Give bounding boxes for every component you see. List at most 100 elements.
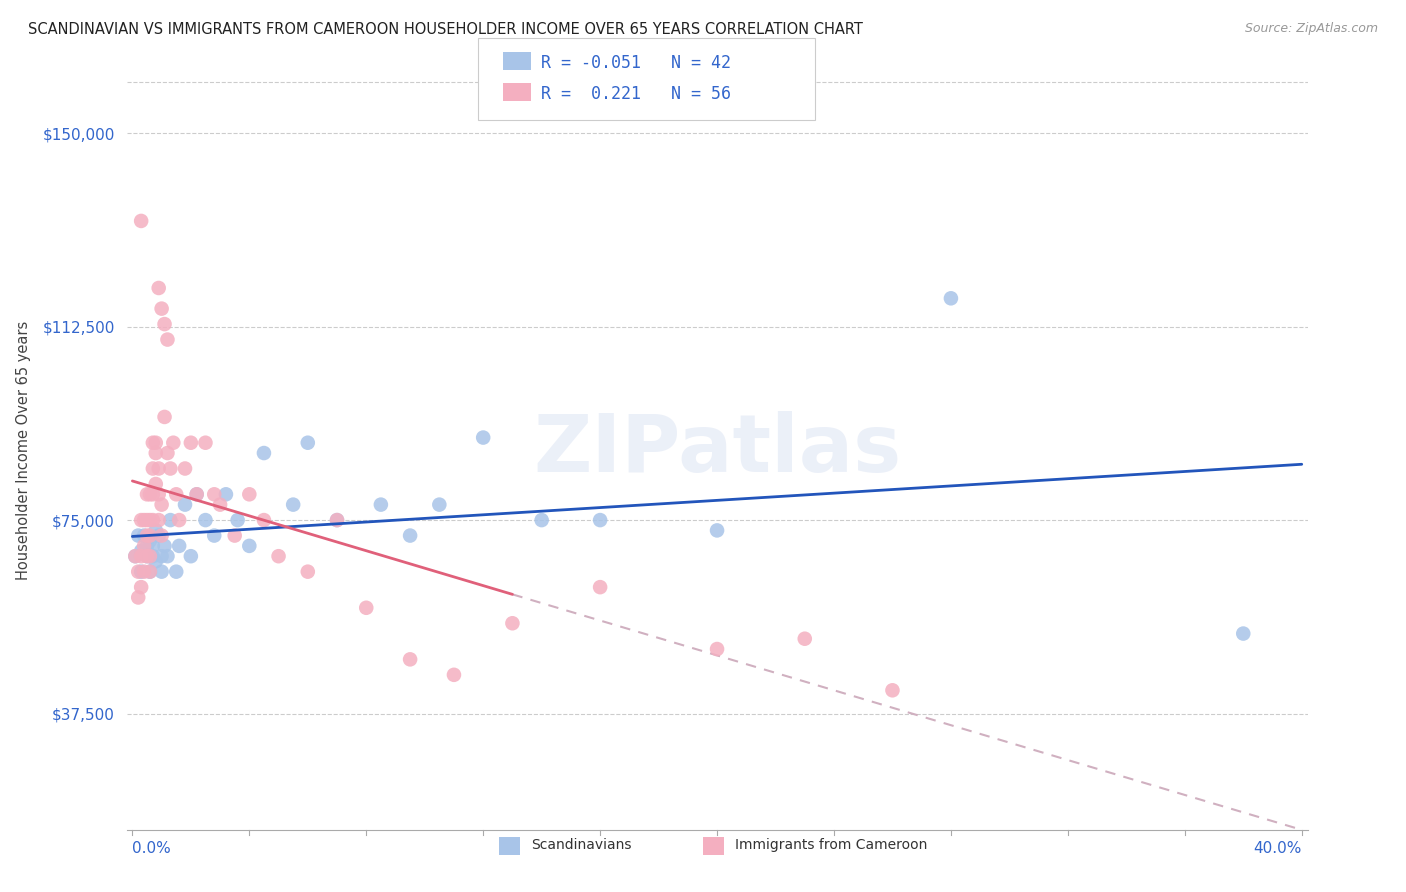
Point <box>226 513 249 527</box>
Point <box>194 513 217 527</box>
Point <box>136 549 159 564</box>
Point <box>127 591 149 605</box>
Point <box>427 498 450 512</box>
Point <box>297 435 319 450</box>
Point <box>124 549 146 564</box>
Point <box>139 487 162 501</box>
Point <box>253 446 276 460</box>
Text: 0.0%: 0.0% <box>132 841 172 855</box>
Point <box>132 565 155 579</box>
Point <box>129 513 152 527</box>
Point <box>136 513 159 527</box>
Point <box>156 333 179 347</box>
Point <box>136 528 159 542</box>
Point <box>145 477 167 491</box>
Text: Source: ZipAtlas.com: Source: ZipAtlas.com <box>1244 22 1378 36</box>
Point <box>202 487 225 501</box>
Point <box>159 461 181 475</box>
Text: SCANDINAVIAN VS IMMIGRANTS FROM CAMEROON HOUSEHOLDER INCOME OVER 65 YEARS CORREL: SCANDINAVIAN VS IMMIGRANTS FROM CAMEROON… <box>28 22 863 37</box>
Point <box>139 513 162 527</box>
Point <box>224 528 246 542</box>
Point <box>174 461 197 475</box>
Point <box>443 668 465 682</box>
Point <box>202 528 225 542</box>
Point <box>129 580 152 594</box>
Point <box>706 524 728 538</box>
Point <box>501 616 523 631</box>
Point <box>139 565 162 579</box>
Point <box>148 528 170 542</box>
Point <box>150 498 173 512</box>
Point <box>145 554 167 568</box>
Point <box>167 539 190 553</box>
Text: R = -0.051   N = 42: R = -0.051 N = 42 <box>541 54 731 71</box>
Point <box>215 487 238 501</box>
Point <box>156 446 179 460</box>
Point <box>148 461 170 475</box>
Point <box>186 487 208 501</box>
Point <box>148 281 170 295</box>
Point <box>472 431 495 445</box>
Point <box>129 549 152 564</box>
Y-axis label: Householder Income Over 65 years: Householder Income Over 65 years <box>17 321 31 580</box>
Point <box>145 446 167 460</box>
Point <box>162 435 184 450</box>
Point <box>139 549 162 564</box>
Point <box>150 528 173 542</box>
Point <box>297 565 319 579</box>
Point <box>153 409 176 424</box>
Point <box>150 549 173 564</box>
Point <box>150 565 173 579</box>
Point <box>706 642 728 657</box>
Point <box>129 565 152 579</box>
Point <box>326 513 349 527</box>
Point <box>159 513 181 527</box>
Point <box>939 291 962 305</box>
Point <box>153 539 176 553</box>
Point <box>167 513 190 527</box>
Point <box>370 498 392 512</box>
Point <box>153 317 176 331</box>
Point <box>129 214 152 228</box>
Point <box>267 549 290 564</box>
Point <box>156 549 179 564</box>
Point <box>238 487 260 501</box>
Point <box>882 683 904 698</box>
Point <box>136 487 159 501</box>
Point <box>132 539 155 553</box>
Point <box>180 435 202 450</box>
Text: ZIPatlas: ZIPatlas <box>533 411 901 490</box>
Point <box>283 498 305 512</box>
Point <box>142 487 165 501</box>
Point <box>142 513 165 527</box>
Point <box>793 632 815 646</box>
Point <box>253 513 276 527</box>
Point <box>174 498 197 512</box>
Point <box>148 487 170 501</box>
Point <box>145 524 167 538</box>
Point <box>129 544 152 558</box>
Point <box>136 539 159 553</box>
Point <box>136 549 159 564</box>
Point <box>142 549 165 564</box>
Point <box>165 565 187 579</box>
Text: 40.0%: 40.0% <box>1253 841 1302 855</box>
Point <box>127 528 149 542</box>
Point <box>194 435 217 450</box>
Point <box>150 301 173 316</box>
Point <box>142 461 165 475</box>
Point <box>186 487 208 501</box>
Point <box>354 600 377 615</box>
Point <box>145 435 167 450</box>
Point <box>127 565 149 579</box>
Point <box>589 513 612 527</box>
Point <box>399 652 422 666</box>
Point <box>238 539 260 553</box>
Point <box>180 549 202 564</box>
Point <box>1232 626 1254 640</box>
Point <box>139 528 162 542</box>
Text: Scandinavians: Scandinavians <box>531 838 631 852</box>
Point <box>124 549 146 564</box>
Point <box>142 539 165 553</box>
Text: Immigrants from Cameroon: Immigrants from Cameroon <box>735 838 928 852</box>
